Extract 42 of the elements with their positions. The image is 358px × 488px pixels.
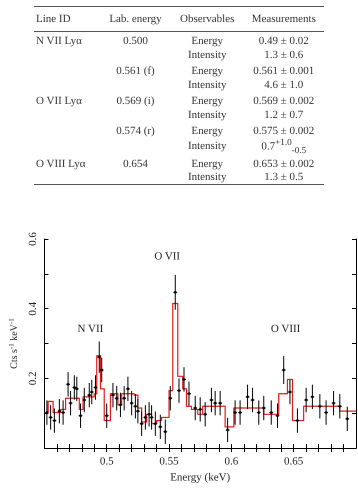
text: 0.561 (f) <box>115 64 156 77</box>
text: O VIII Lyα <box>35 156 87 170</box>
text: 0.569 ± 0.002 <box>252 94 316 107</box>
x-axis-title: Energy (keV) <box>170 472 231 484</box>
x-tick-label: 0.6 <box>224 456 239 468</box>
text: Intensity <box>186 170 228 185</box>
text: 0.569 (i) <box>116 94 156 107</box>
text: Intensity <box>186 108 228 122</box>
text: 0.561 ± 0.001 <box>252 64 316 77</box>
text: Intensity <box>186 78 228 92</box>
x-tick-label: 0.65 <box>284 456 304 468</box>
text: 0.654 <box>122 156 149 170</box>
x-tick-label: 0.55 <box>159 456 180 468</box>
text: 4.6 ± 1.0 <box>263 78 304 92</box>
text: N VII Lyα <box>35 34 83 47</box>
text: Energy <box>190 94 224 107</box>
text: 0.574 (r) <box>115 124 156 137</box>
text: 1.3 ± 0.5 <box>263 170 304 185</box>
category-label: Line ID <box>35 12 72 27</box>
text: 1.2 ± 0.7 <box>263 108 304 122</box>
text: Energy <box>190 64 224 77</box>
text: O VII Lyα <box>35 94 83 107</box>
text: 0.575 ± 0.002 <box>252 124 316 137</box>
category-label: Measurements <box>250 12 317 27</box>
y-tick-label: 0.2 <box>26 372 39 386</box>
annotation: O VIII <box>270 323 301 336</box>
annotation: O VII <box>154 250 180 263</box>
text: 1.3 ± 0.6 <box>263 48 304 62</box>
category-label: Lab. energy <box>108 12 163 27</box>
text: Energy <box>190 124 224 137</box>
y-tick-label: 0.6 <box>26 232 39 246</box>
text: 0.49 ± 0.02 <box>258 34 310 47</box>
text: 0.500 <box>122 34 149 47</box>
text: Energy <box>190 156 224 170</box>
text: Energy <box>190 34 224 47</box>
y-tick-label: 0.4 <box>26 301 39 316</box>
x-tick-label: 0.5 <box>100 456 114 468</box>
text: 0.653 ± 0.002 <box>252 156 316 170</box>
text: Intensity <box>186 48 228 62</box>
annotation: N VII <box>78 323 104 336</box>
category-label: Observables <box>179 12 236 27</box>
text: Intensity <box>186 138 228 154</box>
